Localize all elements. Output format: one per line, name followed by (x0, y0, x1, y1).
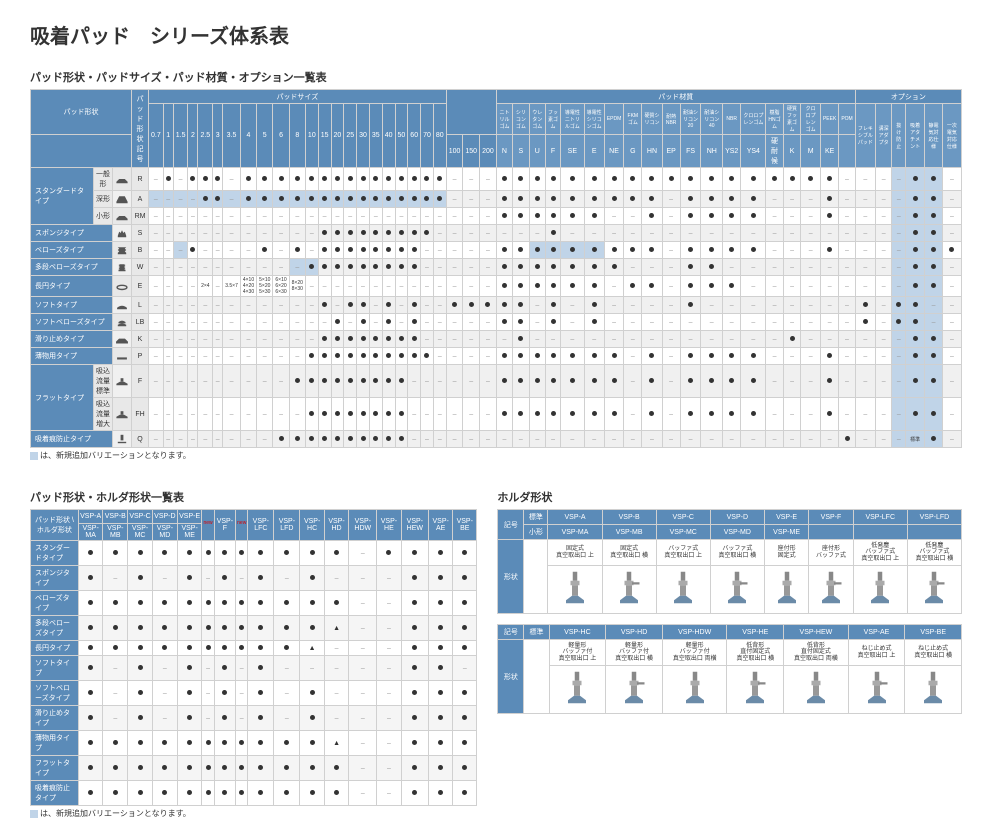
holder-shapes-tables: 記号標準VSP-AVSP-BVSP-CVSP-DVSP-EVSP-FVSP-LF… (497, 509, 962, 714)
page-title: 吸着パッド シリーズ体系表 (30, 20, 962, 49)
holder-matrix-table: パッド形状 \ ホルダ形状VSP-AVSP-BVSP-CVSP-DVSP-Ene… (30, 509, 477, 806)
note2: は、新規追加バリエーションとなります。 (30, 808, 477, 819)
note1: は、新規追加バリエーションとなります。 (30, 450, 962, 461)
section2-title: パッド形状・ホルダ形状一覧表 (30, 489, 477, 505)
section3-title: ホルダ形状 (497, 489, 962, 505)
main-matrix-table: パッド形状パッド形状記号パッドサイズパッド材質オプション0.711.522.53… (30, 89, 962, 448)
section1-title: パッド形状・パッドサイズ・パッド材質・オプション一覧表 (30, 69, 962, 85)
